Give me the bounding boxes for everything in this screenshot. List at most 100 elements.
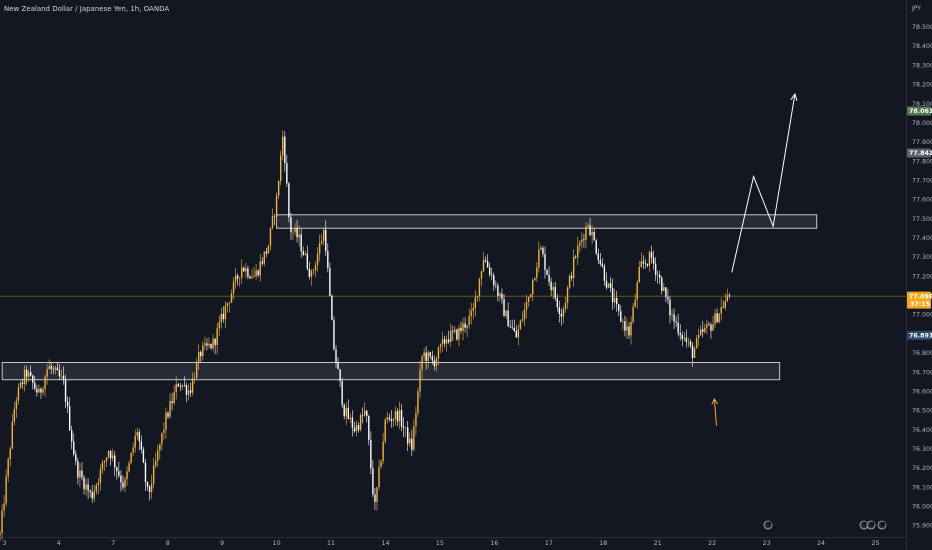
candle-body — [642, 261, 645, 264]
price-axis[interactable]: 78.500 78.400 78.300 78.200 78.100 78.000 77.9… — [906, 0, 932, 550]
price-label-high — [907, 106, 931, 116]
candle-body — [21, 382, 24, 385]
candle-body — [488, 267, 491, 275]
price-tick-label: 78.100 — [912, 101, 932, 108]
candle-body — [620, 311, 622, 322]
candle-body — [693, 348, 696, 359]
candle-body — [17, 387, 20, 401]
candle-body — [329, 267, 331, 296]
time-tick-label: 9 — [220, 540, 224, 547]
candle-body — [138, 432, 141, 442]
candle-body — [372, 468, 374, 495]
candle-body — [370, 439, 372, 469]
price-tick-label: 78.400 — [912, 43, 932, 50]
candle-body — [165, 412, 167, 430]
candle-body — [402, 426, 405, 428]
candle-body — [314, 265, 317, 271]
candle-body — [320, 241, 323, 244]
moon-icon-mask — [862, 521, 868, 527]
candle-body — [146, 481, 149, 487]
candle-body — [548, 274, 550, 282]
candle-body — [261, 261, 263, 264]
candle-body — [519, 320, 522, 330]
candle-body — [466, 325, 468, 328]
candle-body — [189, 390, 192, 393]
candle-body — [306, 253, 309, 269]
candle-body — [562, 309, 565, 317]
candle-body — [312, 270, 315, 271]
candle-body — [710, 324, 712, 331]
candle-body — [700, 329, 702, 335]
candle-body — [52, 368, 54, 370]
candle-body — [595, 240, 597, 254]
projection-arrowhead — [790, 92, 798, 101]
candle-body — [585, 226, 587, 240]
candle-body — [456, 329, 458, 340]
candle-body — [554, 286, 556, 299]
price-tick-label: 76.800 — [912, 350, 932, 357]
candle-body — [30, 372, 32, 376]
candle-body — [566, 287, 569, 303]
candle-body — [409, 438, 411, 444]
candle-body — [556, 298, 558, 308]
time-tick-label: 22 — [708, 540, 716, 547]
candle-body — [251, 277, 253, 279]
candle-body — [58, 370, 61, 377]
candle-body — [638, 266, 640, 283]
candle-body — [77, 461, 79, 478]
current-price-text: 77.096 — [909, 293, 932, 300]
candle-body — [142, 449, 145, 463]
candle-body — [163, 429, 165, 433]
price-tick-label: 76.100 — [912, 484, 932, 491]
support-arrowhead — [711, 397, 719, 405]
candle-body — [607, 283, 610, 288]
candle-body — [517, 329, 520, 338]
candle-body — [501, 293, 503, 299]
candle-body — [659, 274, 661, 278]
candle-body — [126, 471, 128, 480]
candle-body — [357, 425, 360, 430]
candle-body — [667, 296, 669, 300]
candle-body — [404, 427, 407, 428]
candle-body — [714, 313, 716, 325]
candle-body — [423, 352, 425, 357]
candle-body — [79, 470, 81, 478]
quote-currency-label[interactable]: JPY — [912, 5, 921, 12]
countdown-text: 37:15 — [910, 301, 930, 308]
candle-body — [333, 320, 335, 350]
candle-body — [685, 337, 688, 342]
price-tick-label: 77.500 — [912, 216, 932, 223]
candle-body — [665, 287, 667, 297]
price-label-low — [907, 330, 931, 340]
candle-body — [304, 253, 306, 255]
candle-body — [521, 319, 524, 321]
candle-body — [152, 465, 155, 484]
candle-body — [722, 306, 724, 308]
candle-body — [116, 467, 118, 472]
candle-body — [581, 239, 583, 243]
candle-body — [351, 417, 354, 428]
candle-body — [419, 369, 421, 392]
footer-icons[interactable] — [763, 520, 887, 530]
time-axis[interactable]: 3 4 7 8 9 10 11 14 15 16 17 18 21 22 23 24 25 — [0, 537, 906, 548]
candle-body — [452, 330, 454, 332]
candle-body — [253, 275, 255, 278]
price-label-mid-text: 77.842 — [909, 150, 932, 157]
candle-body — [648, 252, 651, 266]
candle-body — [19, 382, 22, 388]
candle-body — [439, 344, 442, 348]
candle-body — [353, 427, 356, 432]
candle-body — [368, 416, 370, 440]
candle-body — [310, 270, 313, 277]
candle-body — [587, 225, 589, 227]
candle-body — [85, 484, 87, 490]
candle-body — [130, 452, 132, 463]
candle-body — [441, 339, 444, 345]
candle-body — [343, 404, 345, 417]
candle-body — [468, 315, 470, 326]
candle-body — [87, 484, 89, 491]
price-tick-label: 77.900 — [912, 139, 932, 146]
candle-body — [255, 270, 257, 276]
